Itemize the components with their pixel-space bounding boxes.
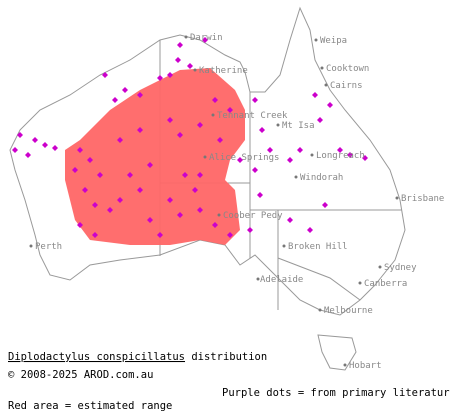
species-name: Diplodactylus conspicillatus [8, 351, 185, 363]
city-label: Darwin [190, 33, 223, 43]
record-dot [117, 137, 123, 143]
record-dot [157, 232, 163, 238]
record-dot [77, 147, 83, 153]
species-title: Diplodactylus conspicillatus distributio… [8, 351, 267, 363]
record-dot [157, 75, 163, 81]
area-note: Red area = estimated range [8, 400, 172, 412]
city-label: Weipa [320, 36, 347, 46]
record-dot [127, 172, 133, 178]
record-dot [252, 167, 258, 173]
record-dot [267, 147, 273, 153]
record-dot [227, 107, 233, 113]
record-dot [257, 192, 263, 198]
city-label: Windorah [300, 173, 343, 183]
record-dot [212, 97, 218, 103]
record-dot [177, 42, 183, 48]
record-dot [25, 152, 31, 158]
tasmania-outline [317, 334, 357, 371]
record-dot [177, 212, 183, 218]
record-dot [52, 145, 58, 151]
record-dot [187, 63, 193, 69]
record-dot [102, 72, 108, 78]
record-dot [237, 157, 243, 163]
record-dot [192, 187, 198, 193]
city-label: Tennant Creek [217, 111, 288, 121]
record-dot [312, 92, 318, 98]
estimated-range [65, 68, 245, 245]
city-markers [29, 35, 399, 367]
record-dot [175, 57, 181, 63]
record-dot [147, 217, 153, 223]
record-dot [167, 117, 173, 123]
record-dot [227, 232, 233, 238]
record-dot [197, 172, 203, 178]
record-dot [92, 202, 98, 208]
record-dot [137, 127, 143, 133]
city-label: Adelaide [260, 275, 303, 285]
city-label: Alice Springs [209, 153, 279, 163]
city-label: Broken Hill [288, 242, 348, 252]
record-dot [17, 132, 23, 138]
record-dot [92, 232, 98, 238]
title-suffix: distribution [191, 351, 267, 363]
record-dot [182, 172, 188, 178]
record-dot [112, 97, 118, 103]
city-label: Mt Isa [282, 121, 315, 131]
record-dot [322, 202, 328, 208]
city-label: Brisbane [401, 194, 444, 204]
city-label: Hobart [349, 361, 382, 371]
record-dot [347, 152, 353, 158]
record-dot [72, 167, 78, 173]
record-dot [42, 142, 48, 148]
record-dot [362, 155, 368, 161]
city-label: Coober Pedy [223, 211, 283, 221]
city-label: Cairns [330, 81, 363, 91]
record-dot [287, 217, 293, 223]
city-labels: Darwin Katherine Weipa Cooktown Cairns T… [35, 33, 444, 371]
record-dot [87, 157, 93, 163]
record-dot [117, 197, 123, 203]
record-dot [307, 227, 313, 233]
city-label: Longreach [316, 151, 365, 161]
record-dot [197, 207, 203, 213]
record-dot [107, 207, 113, 213]
record-dot [122, 87, 128, 93]
record-dot [327, 102, 333, 108]
dots-note: Purple dots = from primary literature [222, 387, 450, 399]
copyright: © 2008-2025 AROD.com.au [8, 369, 153, 381]
record-dot [137, 187, 143, 193]
record-dot [202, 37, 208, 43]
record-dot [82, 187, 88, 193]
record-dot [297, 147, 303, 153]
city-label: Perth [35, 242, 62, 252]
record-dot [252, 97, 258, 103]
record-dot [177, 132, 183, 138]
record-dots [12, 37, 368, 238]
city-label: Melbourne [324, 306, 373, 316]
record-dot [32, 137, 38, 143]
record-dot [12, 147, 18, 153]
record-dot [197, 122, 203, 128]
city-label: Sydney [384, 263, 417, 273]
record-dot [247, 227, 253, 233]
record-dot [212, 222, 218, 228]
record-dot [137, 92, 143, 98]
record-dot [147, 162, 153, 168]
record-dot [317, 117, 323, 123]
city-label: Katherine [199, 66, 248, 76]
city-label: Cooktown [326, 64, 369, 74]
city-label: Canberra [364, 279, 407, 289]
record-dot [97, 172, 103, 178]
record-dot [167, 72, 173, 78]
record-dot [337, 147, 343, 153]
record-dot [77, 222, 83, 228]
record-dot [259, 127, 265, 133]
record-dot [217, 137, 223, 143]
record-dot [167, 197, 173, 203]
record-dot [287, 157, 293, 163]
